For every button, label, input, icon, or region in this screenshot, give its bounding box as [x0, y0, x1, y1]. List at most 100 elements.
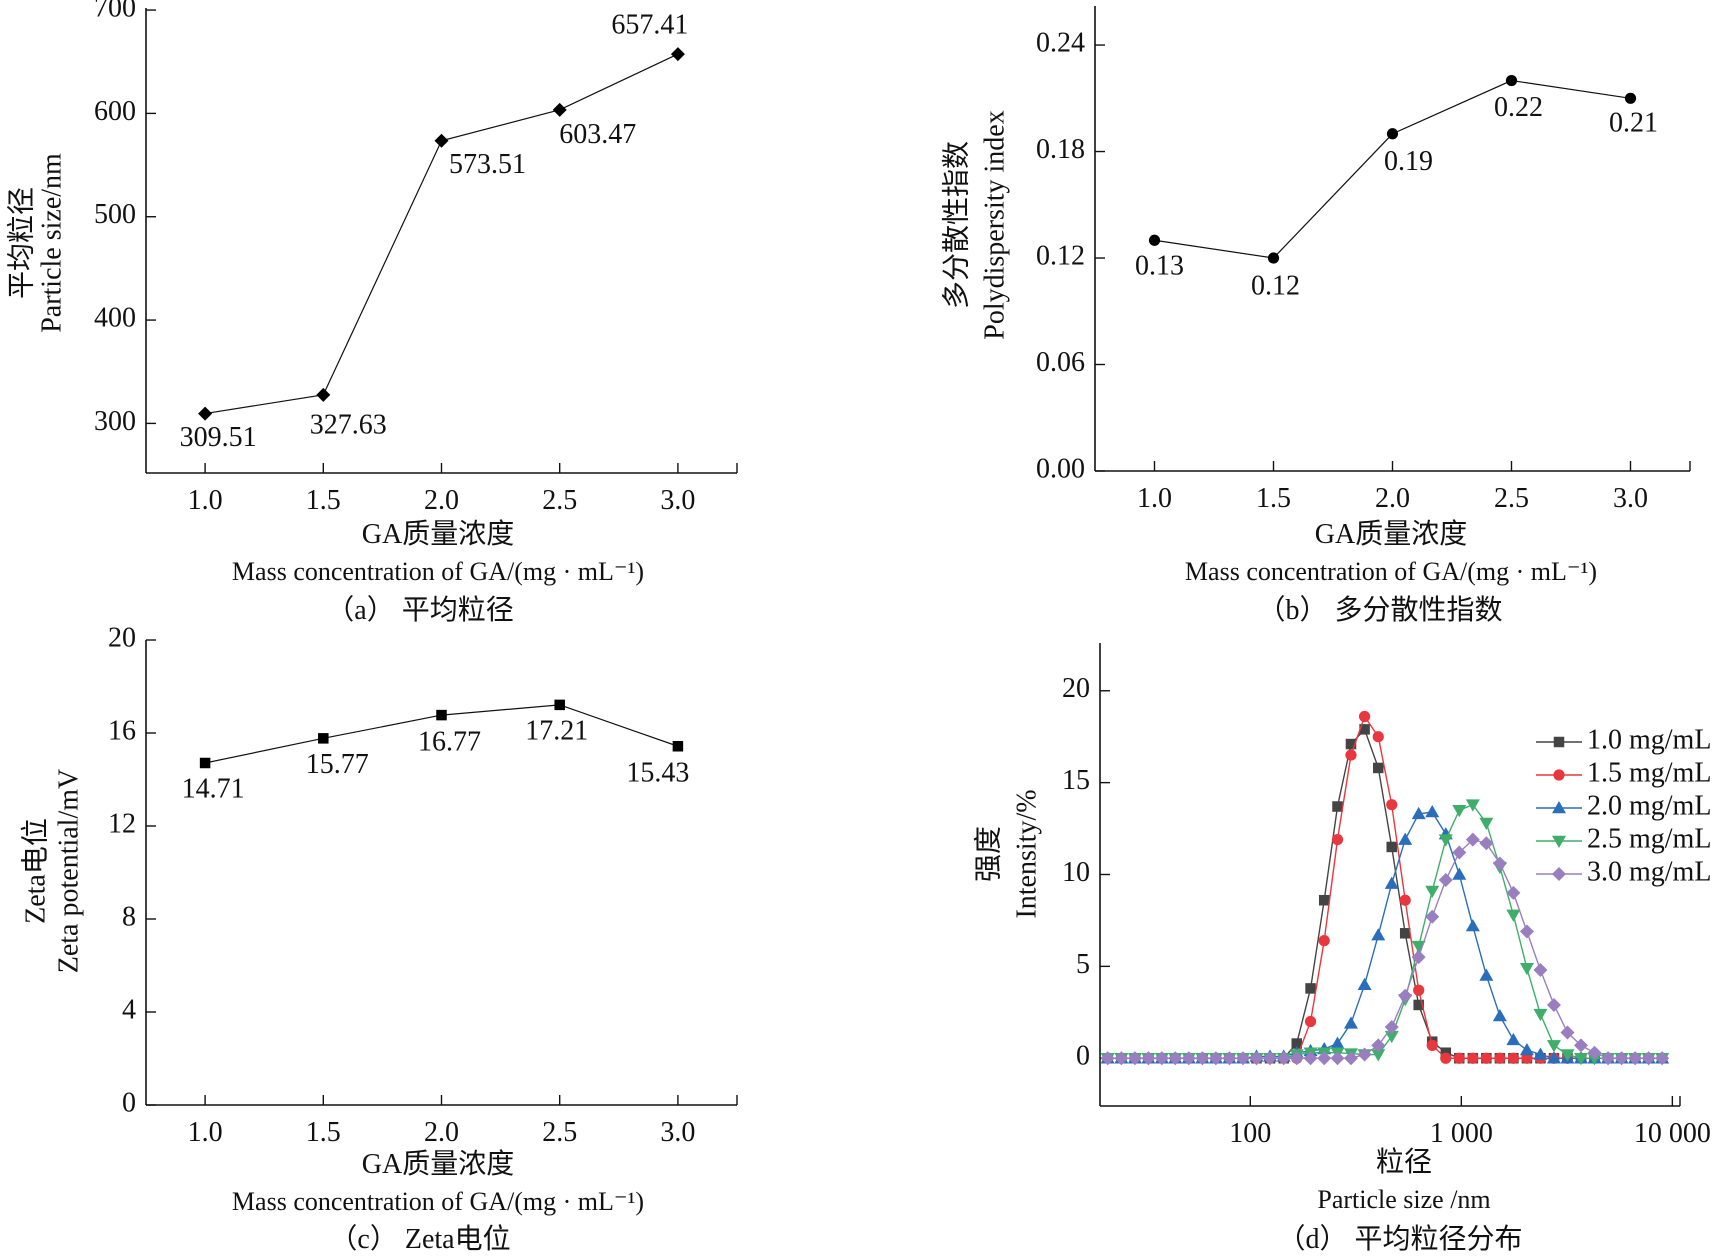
panel-c: 0 4 8 12 16 20 1.0 1.5 2.0 2.5 3.0 14.71 15.77 16.77 1… [108, 622, 738, 1148]
panel-d-ylabel-cn: 强度 [972, 826, 1004, 882]
panel-d-xlabel: Particle size /nm [1317, 1185, 1490, 1214]
x-tick-label: 2.5 [542, 485, 577, 516]
data-point [1440, 1052, 1452, 1064]
data-point [318, 733, 329, 744]
legend-item: 2.0 mg/mL [1536, 790, 1711, 821]
legend-label: 1.0 mg/mL [1587, 724, 1711, 755]
data-point [1467, 1052, 1479, 1064]
series-line [1107, 838, 1663, 1059]
y-tick-label: 400 [94, 302, 136, 333]
panel-b-ylabel-cn: 多分散性指数 [940, 141, 972, 309]
data-point [1317, 1051, 1332, 1066]
data-point [1519, 1042, 1534, 1056]
data-point [1249, 1051, 1264, 1066]
data-point [1452, 804, 1467, 818]
data-label: 15.77 [306, 749, 369, 780]
data-point [1546, 997, 1561, 1012]
data-point [1506, 1032, 1521, 1046]
data-label: 0.22 [1494, 92, 1543, 123]
data-point [1384, 1019, 1399, 1034]
series-line [205, 53, 679, 415]
data-point [1492, 856, 1507, 871]
data-point [1384, 1030, 1399, 1044]
x-tick-label: 100 [1229, 1118, 1271, 1149]
y-tick-label: 20 [1062, 673, 1090, 704]
x-tick-label: 2.0 [424, 1117, 459, 1148]
x-tick-label: 10 000 [1634, 1118, 1711, 1149]
panel-a-caption: （a） 平均粒径 [326, 594, 513, 626]
data-label: 657.41 [611, 9, 688, 40]
data-point [434, 133, 449, 148]
x-tick-label: 3.0 [660, 1117, 695, 1148]
legend-label: 2.0 mg/mL [1587, 790, 1711, 821]
legend-item: 1.5 mg/mL [1536, 757, 1711, 788]
data-label: 17.21 [525, 715, 588, 746]
panel-b-xlabel-cn: GA质量浓度 [1315, 518, 1467, 550]
data-point [198, 406, 213, 421]
x-tick-label: 3.0 [660, 485, 695, 516]
data-point [1614, 1051, 1629, 1066]
x-tick-label: 1.0 [188, 1117, 223, 1148]
panel-a: 300 400 500 600 700 1.0 1.5 2.0 2.5 3.0 309.51 327.… [94, 0, 738, 516]
panel-d-labels: 强度 Intensity/% 粒径 Particle size /nm （d） … [972, 789, 1522, 1255]
data-point [1574, 1038, 1589, 1053]
data-label: 14.71 [182, 773, 245, 804]
data-point [1587, 1045, 1602, 1060]
data-point [199, 757, 211, 769]
y-tick-label: 15 [1062, 765, 1090, 796]
panel-a-ylabel: Particle size/nm [36, 153, 67, 333]
data-point [1195, 1051, 1210, 1066]
y-tick-label: 700 [94, 0, 136, 23]
data-point [1148, 234, 1161, 246]
data-point [554, 699, 565, 711]
data-point [1533, 1047, 1548, 1060]
data-point [1154, 1051, 1169, 1066]
panel-b-labels: 多分散性指数 Polydispersity index GA质量浓度 Mass … [940, 110, 1597, 626]
data-point [1533, 1008, 1548, 1022]
y-tick-label: 0.12 [1036, 240, 1085, 271]
data-label: 0.21 [1609, 108, 1658, 139]
data-point [1533, 963, 1548, 978]
data-point [1479, 968, 1494, 981]
data-label: 15.43 [626, 758, 689, 789]
panel-b: 0.00 0.06 0.12 0.18 0.24 1.0 1.5 2.0 2.5 3.0 0.13 0… [1036, 6, 1691, 514]
y-tick-label: 8 [122, 901, 136, 932]
data-point [1452, 845, 1467, 860]
y-tick-label: 20 [108, 622, 136, 653]
x-tick-label: 2.0 [424, 485, 459, 516]
data-point [1371, 1038, 1386, 1053]
data-point [1574, 1052, 1589, 1066]
series-line [1107, 803, 1663, 1059]
data-point [1331, 833, 1344, 846]
data-point [1411, 806, 1426, 820]
data-point [1168, 1051, 1183, 1066]
data-point [1492, 1008, 1507, 1022]
x-tick-label: 3.0 [1613, 483, 1648, 514]
legend-label: 2.5 mg/mL [1587, 823, 1711, 854]
data-point [1181, 1051, 1196, 1066]
data-point [1452, 867, 1467, 880]
panel-c-ylabel: Zeta potential/mV [53, 769, 84, 974]
data-point [1343, 1016, 1358, 1029]
legend-marker [1552, 801, 1566, 814]
data-point [1267, 252, 1280, 264]
y-tick-label: 0 [122, 1087, 136, 1118]
data-point [1358, 710, 1371, 723]
panel-d-xlabel-cn: 粒径 [1376, 1146, 1432, 1178]
data-point [1479, 836, 1494, 851]
series-line [1107, 728, 1663, 1059]
data-point [1426, 1039, 1438, 1051]
data-point [1398, 832, 1413, 845]
data-point [1519, 962, 1534, 976]
data-point [1601, 1051, 1616, 1066]
data-point [1465, 799, 1480, 812]
data-point [1655, 1051, 1670, 1066]
data-point [1453, 1052, 1465, 1064]
data-point [1546, 1040, 1561, 1053]
panel-c-xlabel-cn: GA质量浓度 [362, 1148, 514, 1180]
series-2-0-mg-mL [1100, 805, 1670, 1064]
data-point [672, 741, 684, 752]
panel-d-ylabel: Intensity/% [1011, 789, 1042, 918]
